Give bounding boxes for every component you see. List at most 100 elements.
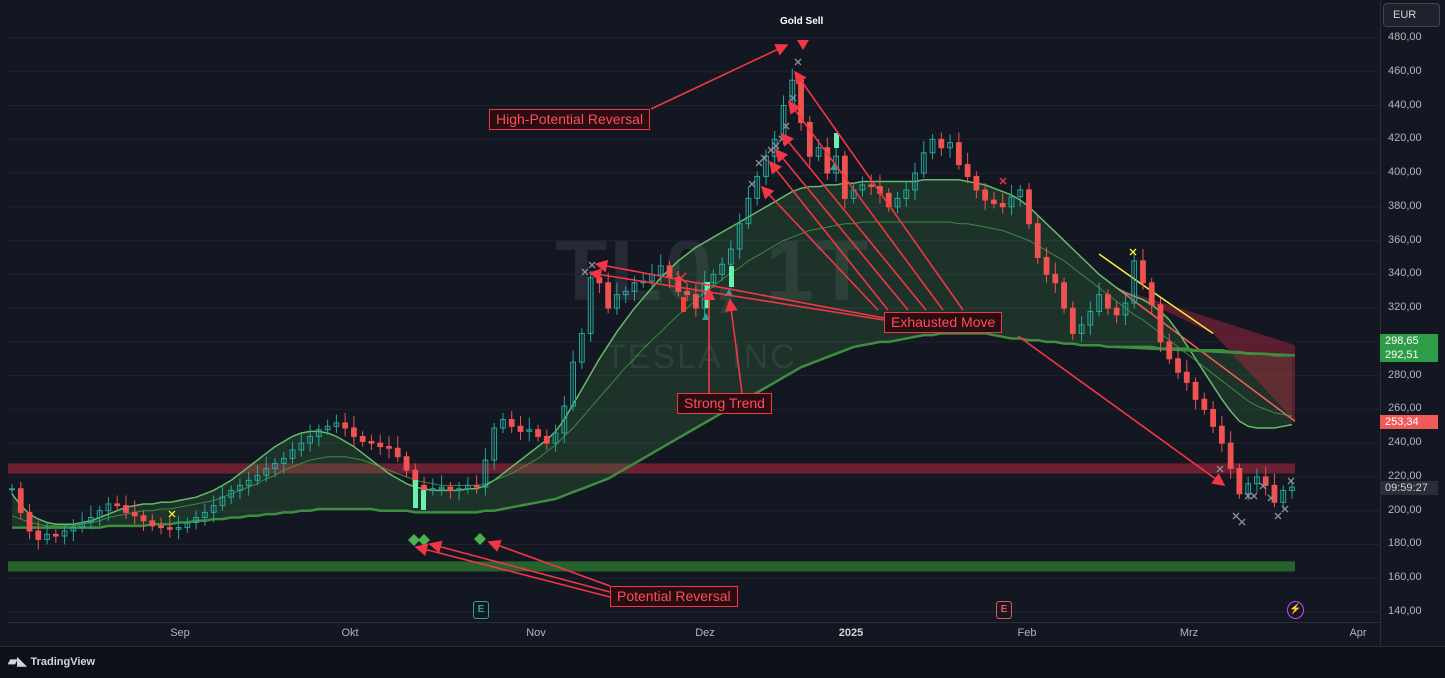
signal-bar: [834, 133, 839, 148]
candle-body: [1236, 468, 1243, 495]
candle-body: [903, 189, 910, 199]
exhaustion-marker: [1287, 477, 1295, 485]
reversal-diamond: [408, 534, 420, 546]
annotation-arrow: [487, 539, 611, 587]
bottom-bar: [0, 646, 1445, 678]
callout-strong-trend: Strong Trend: [677, 393, 772, 414]
tradingview-logo-icon: ▰◣: [8, 654, 27, 668]
up-triangle: [702, 313, 710, 320]
bear-line: [1116, 287, 1296, 422]
candle-body: [44, 533, 50, 540]
earnings-icon[interactable]: E: [473, 601, 489, 619]
candle-body: [526, 429, 533, 432]
annotation-arrow: [788, 100, 944, 311]
candle-body: [728, 248, 734, 265]
candle-body: [543, 435, 550, 444]
exhaustion-marker: [1281, 505, 1289, 513]
ema-fast-line: [11, 179, 1293, 525]
candle-body: [245, 479, 252, 486]
tradingview-logo[interactable]: ▰◣ TradingView: [8, 654, 95, 668]
countdown-badge: 09:59:27: [1380, 481, 1438, 495]
support-zone: [8, 561, 1295, 572]
price-tick-label: 340,00: [1388, 267, 1422, 280]
candle-body: [1087, 310, 1094, 326]
candle-body: [377, 442, 384, 448]
ema-mid-line: [11, 221, 1293, 527]
price-axis[interactable]: 140,00 160,00 180,00 200,00 220,00 240,00 260,…: [1380, 0, 1445, 645]
candle-body: [201, 511, 208, 518]
callout-potential-reversal: Potential Reversal: [610, 586, 738, 607]
exhaustion-marker: [1274, 512, 1282, 520]
annotation-arrow: [650, 43, 789, 110]
candle-body: [517, 425, 524, 432]
exhaustion-marker: [1244, 492, 1252, 500]
candle-body: [1078, 324, 1085, 334]
brand-label: TradingView: [30, 656, 96, 668]
candle-body: [754, 175, 761, 199]
candle-body: [605, 282, 612, 309]
up-triangle: [830, 163, 838, 170]
candle-body: [1183, 371, 1190, 383]
gold-sell-label: Gold Sell: [780, 16, 824, 27]
candle-body: [736, 223, 743, 250]
candle-body: [464, 484, 471, 490]
candle-body: [52, 533, 59, 537]
earnings-icon[interactable]: E: [996, 601, 1012, 619]
annotation-arrow: [774, 148, 909, 311]
candle-body: [307, 435, 313, 444]
candle-body: [114, 503, 121, 507]
candle-body: [1245, 483, 1252, 495]
reversal-diamond: [418, 534, 430, 546]
candle-body: [1227, 442, 1234, 470]
annotation-arrow: [588, 268, 885, 321]
signal-bar: [413, 480, 418, 508]
candle-body: [1122, 302, 1129, 316]
price-badge-upper: 298,65: [1380, 334, 1438, 348]
candle-body: [359, 435, 366, 442]
red-x-marker: [675, 272, 687, 284]
candle-body: [123, 505, 129, 513]
annotation-arrow: [780, 132, 927, 311]
annotation-arrow: [414, 543, 611, 598]
annotation-arrow: [594, 259, 885, 319]
price-tick-label: 460,00: [1388, 64, 1422, 77]
candle-body: [254, 474, 261, 481]
ribbon-fill: [12, 179, 1292, 528]
candle-body: [166, 527, 173, 530]
candle-body: [1104, 294, 1111, 309]
exhaustion-marker: [1238, 518, 1246, 526]
candle-body: [368, 440, 375, 444]
time-tick-label: Dez: [695, 627, 715, 639]
price-tick-label: 260,00: [1388, 402, 1422, 415]
candle-body: [61, 530, 68, 537]
candle-body: [193, 516, 200, 524]
time-tick-label: Okt: [341, 627, 359, 639]
time-tick-label: Nov: [526, 627, 546, 639]
candle-body: [289, 449, 296, 459]
candle-body: [1096, 294, 1103, 312]
exhaustion-marker: [1259, 482, 1267, 490]
candle-body: [184, 522, 191, 529]
candle-body: [403, 456, 410, 471]
exhaustion-marker: [1216, 465, 1224, 473]
candle-body: [438, 486, 445, 490]
candle-body: [815, 147, 822, 157]
candle-body: [1069, 307, 1076, 334]
candle-body: [614, 294, 620, 309]
price-tick-label: 240,00: [1388, 436, 1422, 449]
candle-body: [666, 265, 673, 279]
price-chart[interactable]: [8, 2, 1380, 622]
time-axis[interactable]: Sep Okt Nov Dez 2025 Feb Mrz Apr: [8, 622, 1380, 646]
candle-body: [1061, 282, 1067, 309]
currency-button[interactable]: EUR: [1383, 3, 1440, 27]
time-tick-label: Mrz: [1179, 627, 1199, 639]
candle-body: [824, 147, 831, 174]
price-tick-label: 200,00: [1388, 503, 1422, 516]
candle-body: [561, 405, 568, 434]
split-icon[interactable]: ⚡: [1287, 601, 1304, 619]
exhaustion-marker: [1232, 512, 1240, 520]
candle-body: [315, 429, 322, 437]
annotation-arrow: [760, 185, 879, 311]
candle-body: [894, 197, 901, 208]
candle-body: [1052, 273, 1059, 284]
